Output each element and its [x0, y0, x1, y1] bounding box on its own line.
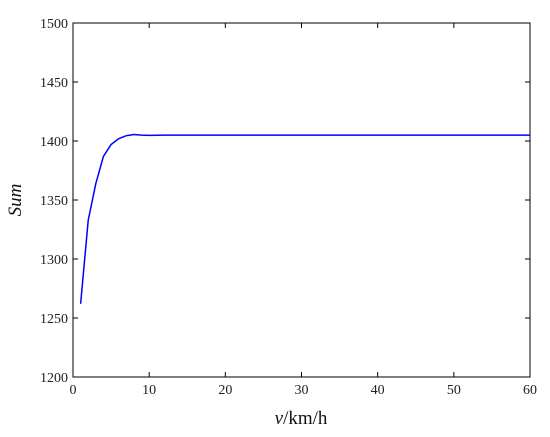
- tick-labels: 0 10 20 30 40 50 60 1200 1250 1300 1350 1400 1450 150…: [40, 17, 537, 398]
- x-tick-label: 20: [218, 383, 232, 398]
- y-tick-label: 1450: [40, 76, 68, 91]
- y-axis-label: Sum: [5, 184, 26, 217]
- plot-area: [72, 22, 531, 378]
- x-tick-label: 10: [142, 383, 156, 398]
- axis-ticks: [72, 22, 531, 378]
- x-axis-unit: /km/h: [283, 408, 328, 429]
- y-tick-label: 1300: [40, 253, 68, 268]
- y-tick-label: 1400: [40, 135, 68, 150]
- x-tick-label: 50: [447, 383, 461, 398]
- x-axis-variable: v: [275, 408, 284, 429]
- x-tick-label: 0: [70, 383, 77, 398]
- x-axis-label: v/km/h: [275, 408, 328, 429]
- y-tick-label: 1500: [40, 17, 68, 32]
- y-tick-label: 1350: [40, 194, 68, 209]
- y-tick-label: 1200: [40, 371, 68, 386]
- x-tick-label: 40: [371, 383, 385, 398]
- y-tick-label: 1250: [40, 312, 68, 327]
- x-tick-label: 30: [295, 383, 309, 398]
- x-tick-label: 60: [523, 383, 537, 398]
- series-line: [79, 133, 530, 304]
